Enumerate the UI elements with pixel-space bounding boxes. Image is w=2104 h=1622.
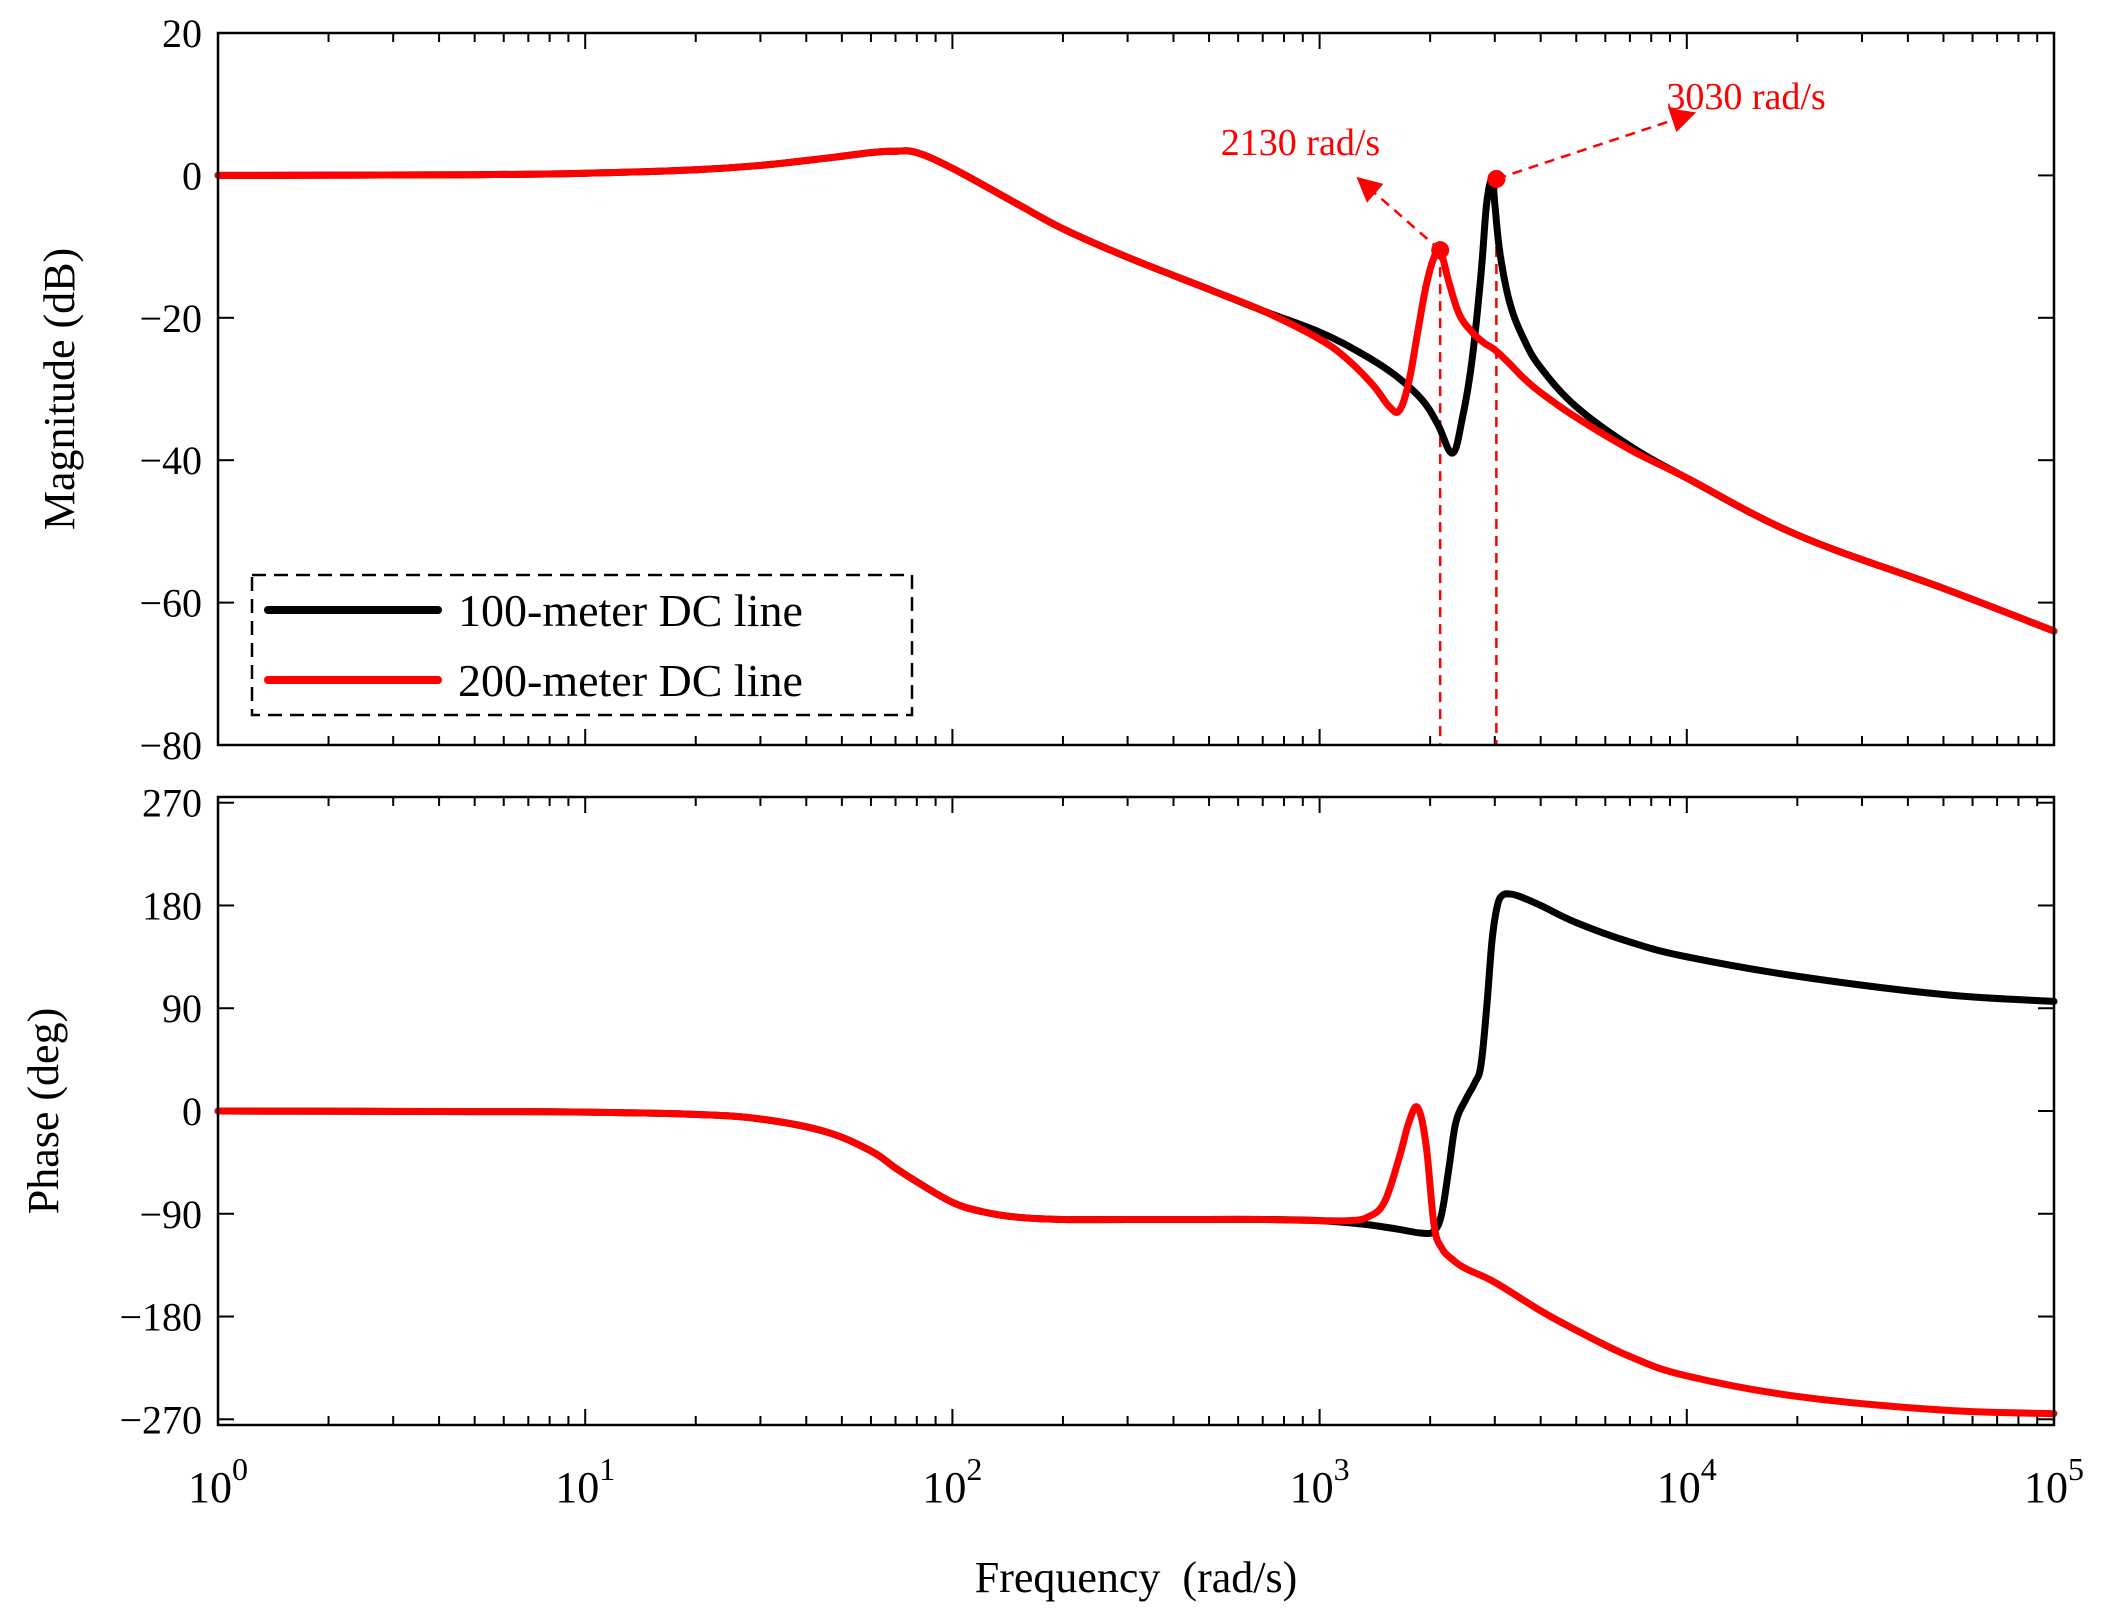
magnitude-ytick-label: −80 <box>139 723 202 768</box>
phase-ytick-label: −90 <box>139 1192 202 1237</box>
legend-label-200m: 200-meter DC line <box>458 655 803 706</box>
frequency-xlabel: Frequency (rad/s) <box>975 1553 1298 1602</box>
magnitude-panel: 20 0 −20 −40 −60 −80 2130 rad/s 3030 rad/s Mag… <box>35 11 2058 768</box>
magnitude-ylabel: Magnitude (dB) <box>35 248 84 530</box>
resonance-marker <box>1487 169 1506 188</box>
magnitude-series-200m <box>214 147 2058 635</box>
legend: 100-meter DC line 200-meter DC line <box>250 573 914 717</box>
magnitude-ytick-label: 0 <box>182 153 202 198</box>
legend-box <box>250 573 914 717</box>
phase-ytick-label: 0 <box>182 1089 202 1134</box>
phase-axes-frame <box>216 795 2056 1427</box>
phase-ylabel: Phase (deg) <box>19 1008 68 1215</box>
xtick-label: 101 <box>555 1451 615 1512</box>
phase-series-200m <box>214 1103 2058 1418</box>
resonance-label: 2130 rad/s <box>1221 122 1380 164</box>
magnitude-ytick-label: −40 <box>139 438 202 483</box>
xtick-label: 100 <box>188 1451 248 1512</box>
xtick-label: 105 <box>2024 1451 2084 1512</box>
phase-ytick-label: 270 <box>142 781 202 826</box>
resonance-arrow <box>1356 176 1442 252</box>
magnitude-ytick-label: 20 <box>162 11 202 56</box>
magnitude-ytick-label: −20 <box>139 296 202 341</box>
phase-ytick-label: 180 <box>142 883 202 928</box>
resonance-label: 3030 rad/s <box>1666 76 1825 118</box>
magnitude-ytick-label: −60 <box>139 581 202 626</box>
xtick-label: 102 <box>922 1451 982 1512</box>
magnitude-axes-frame <box>216 31 2056 747</box>
xtick-label: 103 <box>1290 1451 1350 1512</box>
phase-ytick-label: −270 <box>119 1397 202 1442</box>
resonance-marker <box>1431 241 1450 260</box>
legend-label-100m: 100-meter DC line <box>458 585 803 636</box>
xtick-label: 104 <box>1657 1451 1717 1512</box>
phase-ytick-label: −180 <box>119 1295 202 1340</box>
phase-ytick-label: 90 <box>162 986 202 1031</box>
resonance-arrow <box>1495 108 1697 181</box>
